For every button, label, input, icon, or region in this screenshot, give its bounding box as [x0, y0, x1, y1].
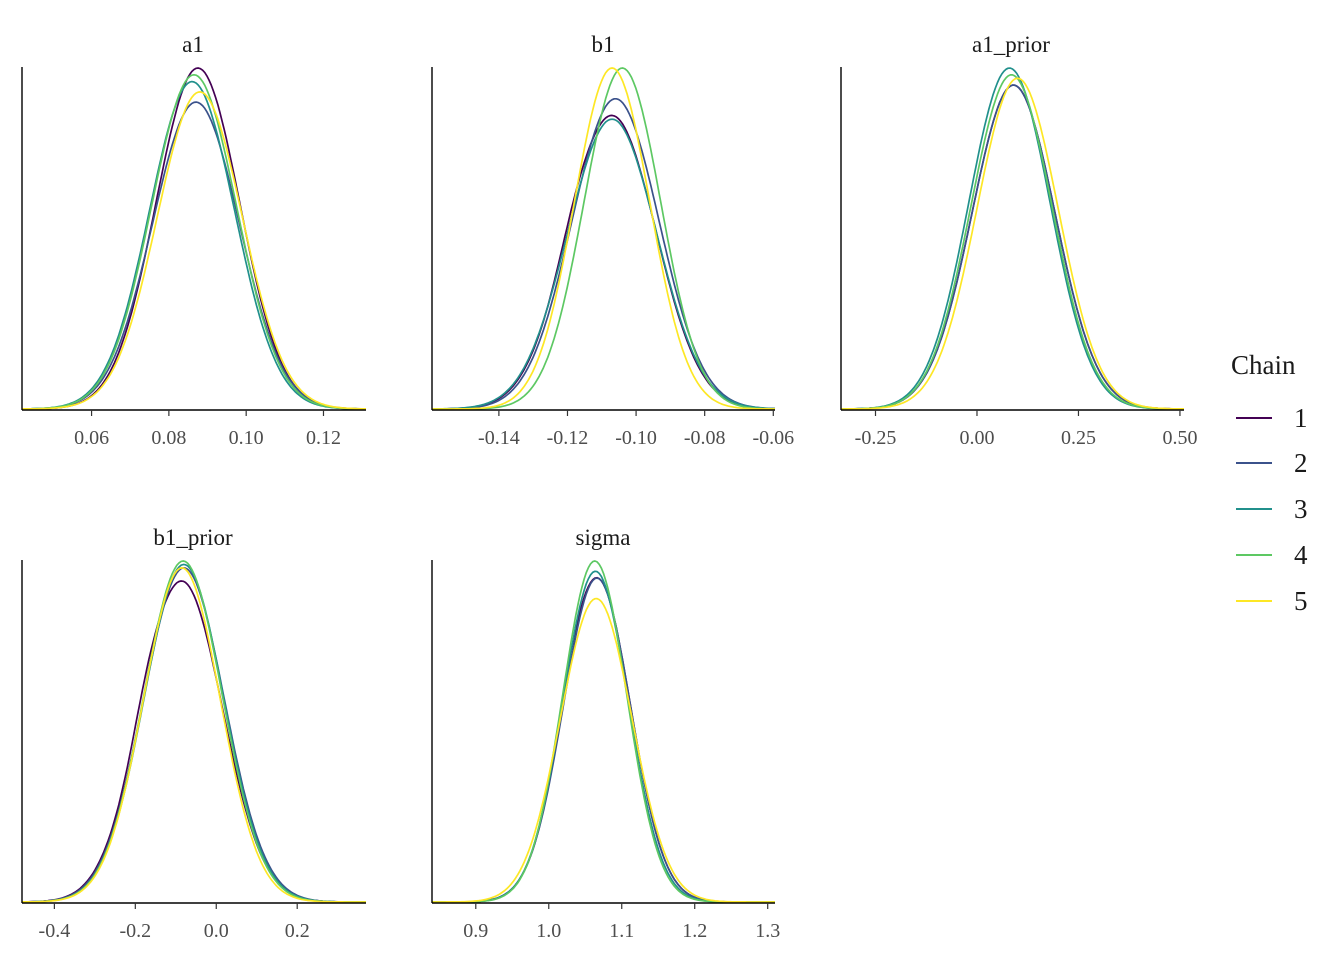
- legend-item-1: 1: [1236, 403, 1308, 433]
- density-curve-chain-3: [432, 118, 775, 410]
- x-tick-label: 0.2: [285, 920, 310, 942]
- panel-b1-prior: b1_prior -0.4 -0.2 0.0 0.2: [21, 525, 366, 942]
- density-curve-chain-1: [432, 114, 776, 410]
- legend-title: Chain: [1231, 350, 1296, 380]
- density-curve-chain-4: [22, 560, 366, 903]
- x-tick-label: -0.12: [547, 427, 589, 449]
- legend-item-5: 5: [1236, 586, 1308, 616]
- density-curve-chain-3: [22, 563, 366, 903]
- x-tick-label: -0.14: [478, 427, 520, 449]
- x-tick-label: 1.0: [536, 920, 561, 942]
- legend-item-2: 2: [1236, 448, 1308, 478]
- density-curve-chain-2: [432, 577, 775, 903]
- density-curve-chain-4: [432, 560, 775, 903]
- x-tick-label: 0.9: [463, 920, 488, 942]
- legend-label-3: 3: [1294, 494, 1308, 524]
- x-tick-label: 0.06: [74, 427, 109, 449]
- x-tick-label: -0.06: [752, 427, 794, 449]
- x-tick-label: 0.08: [151, 427, 186, 449]
- legend-item-3: 3: [1236, 494, 1308, 524]
- density-curve-chain-4: [22, 73, 366, 410]
- density-curve-chain-2: [22, 101, 367, 410]
- panel-title-b1-prior: b1_prior: [153, 525, 233, 550]
- x-tick-label: -0.10: [615, 427, 657, 449]
- x-tick-label: -0.2: [119, 920, 151, 942]
- legend-label-2: 2: [1294, 448, 1308, 478]
- density-curve-chain-1: [841, 84, 1184, 410]
- panel-b1: b1 -0.14 -0.12 -0.10 -0.08 -0.06: [431, 32, 794, 449]
- density-curve-chain-1: [21, 580, 366, 903]
- x-tick-label: 0.25: [1061, 427, 1096, 449]
- x-tick-label: 0.12: [306, 427, 341, 449]
- x-tick-label: 1.3: [755, 920, 780, 942]
- density-curve-chain-2: [22, 567, 366, 903]
- x-tick-label: 0.50: [1162, 427, 1197, 449]
- panel-title-a1-prior: a1_prior: [972, 32, 1050, 57]
- panel-title-b1: b1: [592, 32, 615, 57]
- x-tick-label: 0.0: [204, 920, 229, 942]
- density-curve-chain-4: [432, 67, 776, 410]
- panel-a1-prior: a1_prior -0.25 0.00 0.25 0.50: [840, 32, 1197, 449]
- panel-title-sigma: sigma: [576, 525, 631, 550]
- density-curve-chain-1: [21, 67, 366, 410]
- density-curve-chain-5: [841, 77, 1184, 410]
- x-tick-label: -0.25: [855, 427, 897, 449]
- density-curve-chain-2: [841, 84, 1184, 410]
- legend-label-5: 5: [1294, 586, 1308, 616]
- legend-label-1: 1: [1294, 403, 1308, 433]
- panel-sigma: sigma 0.9 1.0 1.1 1.2 1.3: [431, 525, 780, 942]
- density-curve-chain-2: [431, 97, 776, 410]
- legend: Chain 1 2 3 4 5: [1231, 350, 1308, 616]
- density-curve-chain-4: [840, 74, 1184, 410]
- density-curve-chain-5: [432, 67, 775, 410]
- density-curve-chain-3: [22, 80, 366, 410]
- x-tick-label: 1.1: [609, 920, 634, 942]
- density-curve-chain-3: [432, 570, 775, 903]
- density-curve-chain-1: [432, 576, 775, 903]
- legend-label-4: 4: [1294, 540, 1308, 570]
- density-curve-chain-3: [841, 67, 1184, 410]
- x-tick-label: -0.08: [684, 427, 726, 449]
- x-tick-label: 1.2: [682, 920, 707, 942]
- panel-title-a1: a1: [182, 32, 204, 57]
- density-curve-chain-5: [432, 597, 775, 903]
- legend-item-4: 4: [1236, 540, 1308, 570]
- x-tick-label: 0.00: [959, 427, 994, 449]
- density-curve-chain-5: [22, 91, 366, 410]
- density-curve-chain-5: [22, 567, 366, 903]
- x-tick-label: 0.10: [229, 427, 264, 449]
- x-tick-label: -0.4: [39, 920, 71, 942]
- panel-a1: a1 0.06 0.08 0.10 0.12: [21, 32, 367, 449]
